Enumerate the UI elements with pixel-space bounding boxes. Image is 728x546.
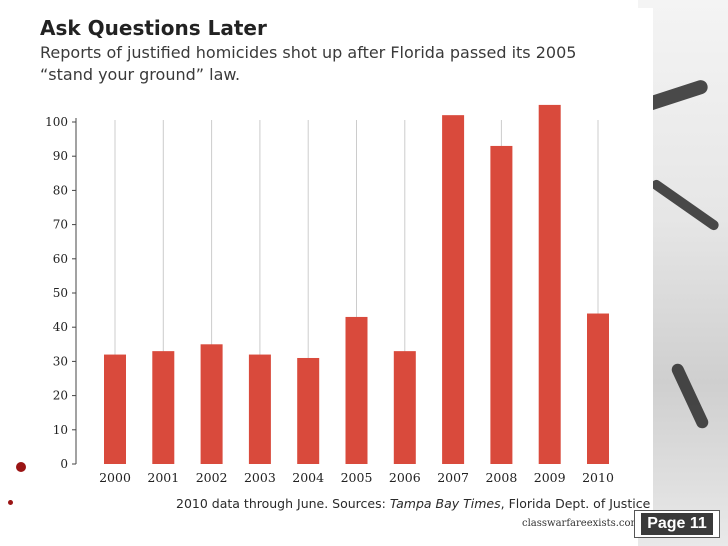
blood-splatter [16, 462, 26, 472]
y-tick-label: 60 [53, 252, 68, 266]
bar-chart: 0 10 20 30 40 50 60 70 80 90 100 2000 2001 2002 2003 20… [45, 104, 614, 485]
y-tick-label: 90 [53, 149, 68, 163]
y-tick-label: 50 [53, 286, 68, 300]
bar [345, 316, 368, 464]
y-tick-label: 20 [53, 389, 68, 403]
x-tick-label: 2003 [244, 470, 276, 485]
source-publication: Tampa Bay Times [389, 496, 501, 511]
x-tick-label: 2004 [292, 470, 324, 485]
page-number-badge: Page 11 [634, 510, 720, 538]
y-tick-label: 80 [53, 183, 68, 197]
x-tick-label: 2001 [147, 470, 179, 485]
bar [393, 351, 416, 464]
x-tick-label: 2010 [582, 470, 614, 485]
bar [442, 115, 465, 464]
source-note: 2010 data through June. Sources: Tampa B… [176, 496, 650, 511]
bar [297, 357, 320, 464]
chart-subtitle: Reports of justified homicides shot up a… [40, 43, 577, 84]
x-tick-label: 2005 [341, 470, 373, 485]
x-tick-label: 2009 [534, 470, 566, 485]
x-tick-label: 2006 [389, 470, 421, 485]
y-tick-label: 10 [53, 423, 68, 437]
x-tick-label: 2002 [196, 470, 228, 485]
site-credit: classwarfareexists.com [522, 518, 641, 529]
y-tick-label: 0 [60, 457, 68, 471]
y-tick-label: 100 [45, 115, 68, 129]
bar [587, 313, 609, 464]
bar [248, 354, 271, 464]
bar [200, 344, 223, 464]
x-tick-label: 2007 [437, 470, 469, 485]
blood-splatter [8, 500, 13, 505]
chart-title: Ask Questions Later [40, 16, 267, 40]
y-tick-label: 70 [53, 218, 68, 232]
source-suffix: , Florida Dept. of Justice [500, 496, 651, 511]
x-tick-label: 2008 [485, 470, 517, 485]
bar [538, 104, 561, 465]
bar [490, 145, 513, 464]
chart-card: Ask Questions Later Reports of justified… [28, 8, 653, 520]
bar [152, 351, 175, 464]
source-prefix: 2010 data through June. Sources: [176, 496, 390, 511]
x-tick-label: 2000 [99, 470, 131, 485]
page-number: Page 11 [641, 513, 713, 535]
bar [104, 354, 126, 464]
y-tick-label: 30 [53, 354, 68, 368]
y-tick-label: 40 [53, 320, 68, 334]
